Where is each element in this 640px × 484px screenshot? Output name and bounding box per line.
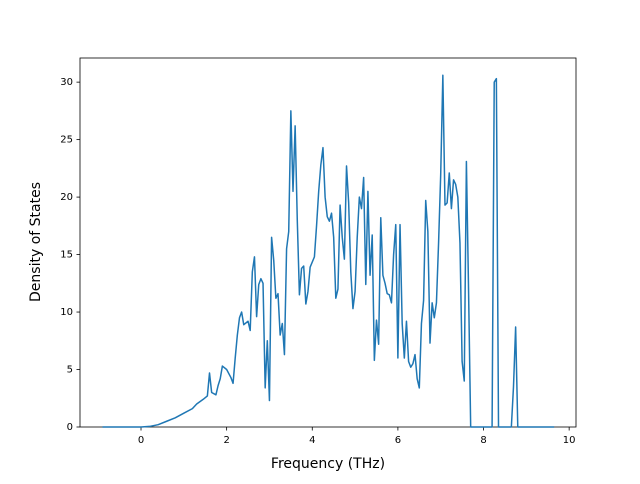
y-tick-label: 10 [60, 307, 73, 318]
x-tick-label: 4 [309, 435, 315, 446]
x-tick-label: 10 [563, 435, 576, 446]
data-line [102, 74, 555, 428]
y-tick-label: 30 [60, 77, 73, 88]
x-tick-label: 2 [223, 435, 229, 446]
x-tick-label: 6 [395, 435, 401, 446]
y-tick-label: 25 [60, 135, 73, 146]
x-axis-label: Frequency (THz) [271, 456, 385, 472]
x-tick-label: 0 [138, 435, 144, 446]
y-tick-label: 5 [67, 365, 73, 376]
x-tick-label: 8 [480, 435, 486, 446]
y-tick-label: 15 [60, 250, 73, 261]
plot-frame [79, 57, 577, 428]
y-axis-label: Density of States [28, 182, 44, 302]
y-tick-label: 20 [60, 192, 73, 203]
y-tick-label: 0 [67, 422, 73, 433]
